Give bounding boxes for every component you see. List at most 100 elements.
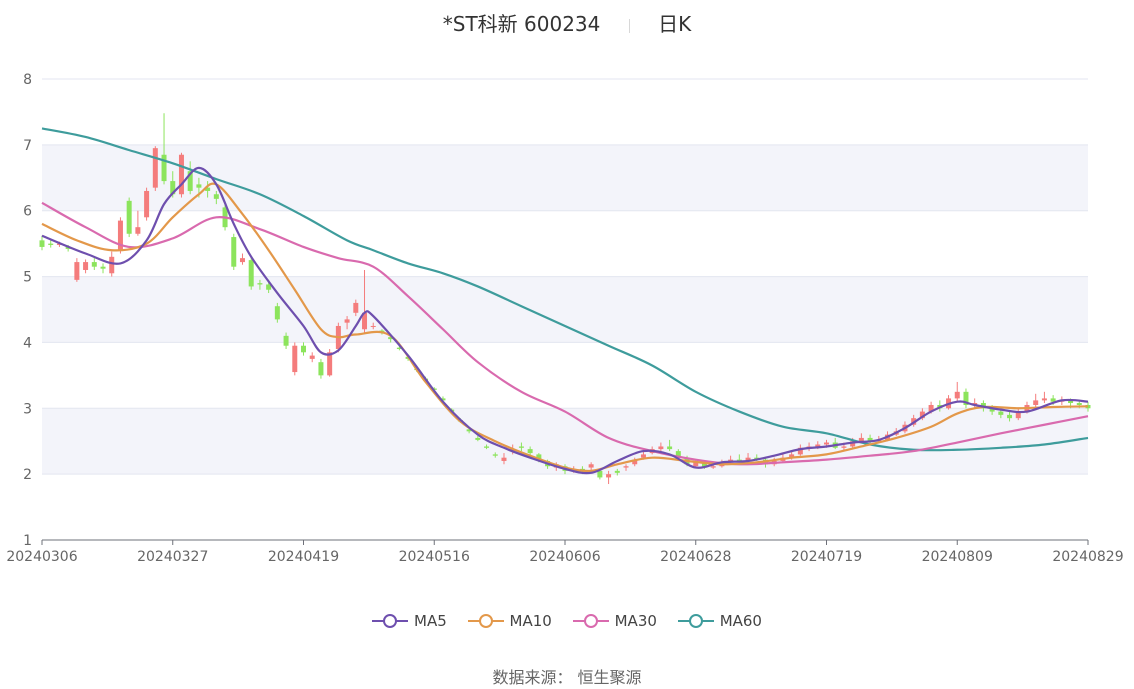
legend-item-ma30[interactable]: MA30 bbox=[572, 612, 657, 630]
y-tick-label: 7 bbox=[23, 138, 32, 154]
candle-body bbox=[492, 454, 498, 456]
legend-item-ma10[interactable]: MA10 bbox=[467, 612, 552, 630]
candle-body bbox=[824, 442, 829, 445]
candle-body bbox=[396, 347, 402, 350]
candle-body bbox=[989, 408, 995, 412]
candle-body bbox=[710, 466, 716, 468]
candle-body bbox=[196, 184, 202, 188]
candle-body bbox=[623, 466, 629, 468]
candle-body bbox=[344, 319, 350, 323]
candle-body bbox=[309, 355, 315, 359]
candle-body bbox=[597, 470, 603, 478]
y-tick-label: 6 bbox=[23, 204, 32, 220]
candle-body bbox=[928, 404, 934, 412]
y-tick-label: 5 bbox=[23, 270, 32, 286]
candle-body bbox=[135, 227, 141, 234]
y-tick-label: 4 bbox=[23, 335, 32, 351]
legend-ma10-icon bbox=[467, 614, 504, 628]
candle-body bbox=[736, 459, 742, 461]
candle-body bbox=[1015, 411, 1021, 419]
candle-body bbox=[475, 437, 481, 440]
legend-item-ma5[interactable]: MA5 bbox=[372, 612, 447, 630]
candle-body bbox=[667, 446, 673, 450]
candle-body bbox=[588, 464, 594, 468]
candle-body bbox=[632, 459, 638, 465]
candle-body bbox=[170, 181, 176, 195]
ma30-line bbox=[41, 201, 1089, 466]
stock-name: *ST科新 600234 bbox=[442, 12, 601, 36]
candle-body bbox=[370, 325, 376, 327]
candle-body bbox=[440, 398, 446, 401]
y-tick-label: 1 bbox=[23, 533, 32, 549]
candle-body bbox=[701, 462, 707, 468]
candle-body bbox=[109, 256, 115, 274]
legend-ma30-icon bbox=[572, 614, 609, 628]
candle-body bbox=[693, 462, 699, 467]
candle-body bbox=[91, 262, 97, 267]
candle-body bbox=[205, 187, 211, 191]
candle-body bbox=[1050, 398, 1056, 402]
candle-body bbox=[283, 335, 289, 346]
legend-label: MA5 bbox=[414, 612, 447, 630]
x-tick-label: 20240419 bbox=[268, 549, 339, 565]
candle-body bbox=[1041, 398, 1047, 401]
candle-body bbox=[161, 154, 167, 182]
candle-body bbox=[144, 190, 150, 218]
ma60-line bbox=[41, 127, 1089, 452]
candle-body bbox=[266, 284, 272, 290]
x-axis: 20240306 20240327 20240419 20240516 20240606… bbox=[6, 539, 1124, 565]
candle-body bbox=[56, 243, 62, 245]
candle-body bbox=[1068, 400, 1074, 404]
candle-body bbox=[919, 411, 925, 419]
candle-body bbox=[178, 154, 184, 195]
candle-body bbox=[675, 451, 681, 458]
candle-body bbox=[39, 240, 45, 247]
candle-body bbox=[318, 362, 324, 376]
candle-body bbox=[867, 437, 873, 442]
candle-body bbox=[527, 449, 533, 454]
x-tick-label: 20240516 bbox=[399, 549, 470, 565]
candle-body bbox=[239, 258, 245, 263]
title-divider bbox=[628, 18, 630, 33]
candle-body bbox=[815, 444, 821, 447]
x-tick-label: 20240719 bbox=[791, 549, 862, 565]
y-tick-label: 2 bbox=[23, 467, 32, 483]
chart-grid bbox=[42, 78, 1088, 541]
x-tick-label: 20240306 bbox=[6, 549, 77, 565]
chart-title: *ST科新 600234 日K bbox=[0, 8, 1134, 37]
y-tick-label: 8 bbox=[23, 72, 32, 88]
source-label: 数据来源： bbox=[492, 668, 573, 687]
candle-body bbox=[48, 243, 54, 245]
candle-body bbox=[274, 306, 280, 320]
legend-label: MA60 bbox=[719, 612, 762, 630]
candle-body bbox=[292, 345, 298, 373]
x-tick-label: 20240327 bbox=[137, 549, 208, 565]
x-tick-label: 20240829 bbox=[1052, 549, 1123, 565]
candle-body bbox=[100, 266, 106, 269]
candle-body bbox=[83, 262, 89, 270]
ma10-line bbox=[41, 182, 1089, 473]
candle-body bbox=[213, 194, 219, 199]
period-label: 日K bbox=[658, 12, 692, 36]
candle-body bbox=[858, 437, 864, 442]
legend-label: MA30 bbox=[614, 612, 657, 630]
candle-body bbox=[745, 457, 751, 461]
candle-body bbox=[789, 454, 795, 458]
x-tick-label: 20240628 bbox=[660, 549, 731, 565]
candle-body bbox=[65, 246, 71, 249]
candle-body bbox=[510, 449, 516, 452]
candle-body bbox=[257, 283, 263, 285]
candle-body bbox=[362, 312, 368, 330]
candle-body bbox=[301, 345, 306, 353]
x-tick-label: 20240809 bbox=[922, 549, 993, 565]
candle-body bbox=[327, 352, 333, 376]
candle-body bbox=[850, 441, 856, 447]
legend-ma5-icon bbox=[372, 614, 408, 628]
legend-item-ma60[interactable]: MA60 bbox=[677, 612, 762, 630]
candle-body bbox=[353, 302, 359, 313]
candle-body bbox=[1033, 400, 1039, 405]
candle-body bbox=[963, 391, 969, 405]
candle-body bbox=[74, 262, 80, 280]
y-tick-label: 3 bbox=[23, 401, 32, 417]
